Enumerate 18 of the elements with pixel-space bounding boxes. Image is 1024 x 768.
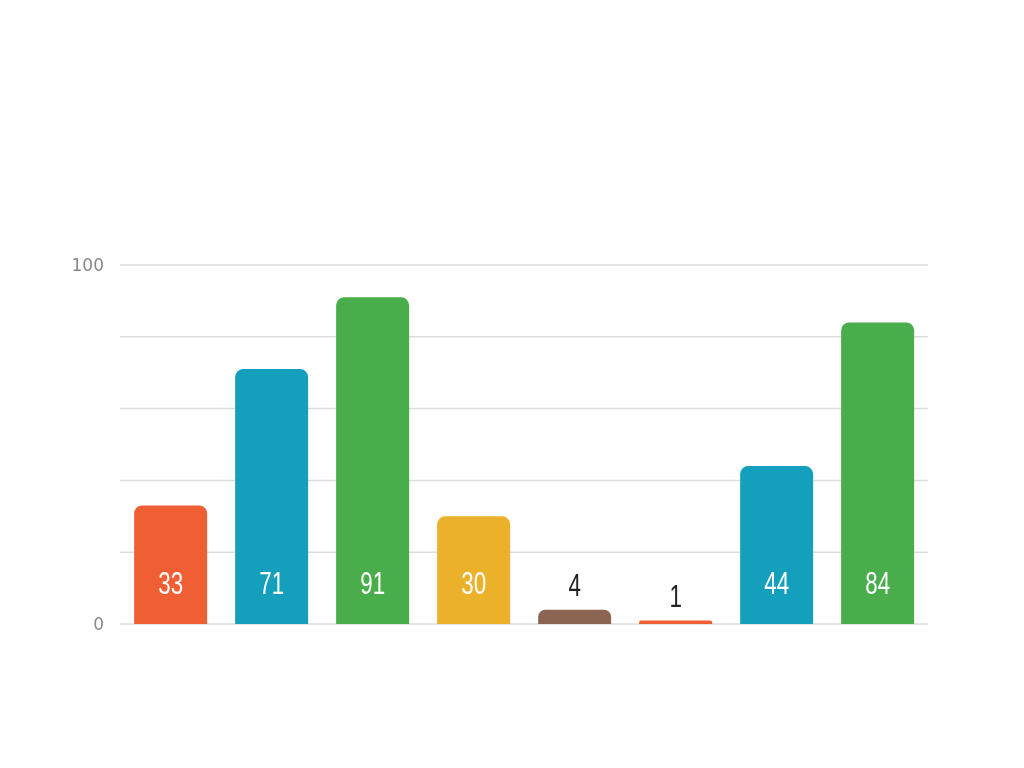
bar [538,609,612,624]
data-label: 4 [568,567,581,604]
bar [235,369,309,624]
data-label: 91 [360,565,386,602]
data-label: 71 [259,565,285,602]
bar [639,620,713,624]
bar [336,297,410,624]
bar [437,516,511,624]
data-label: 84 [865,565,891,602]
data-label: 1 [669,577,682,614]
data-label: 33 [158,565,184,602]
bar [134,505,208,624]
data-label: 30 [461,565,487,602]
y-tick-label: 0 [93,614,104,635]
bar [841,322,915,624]
data-label: 44 [764,565,790,602]
bar [740,466,814,624]
y-tick-label: 100 [71,255,104,276]
